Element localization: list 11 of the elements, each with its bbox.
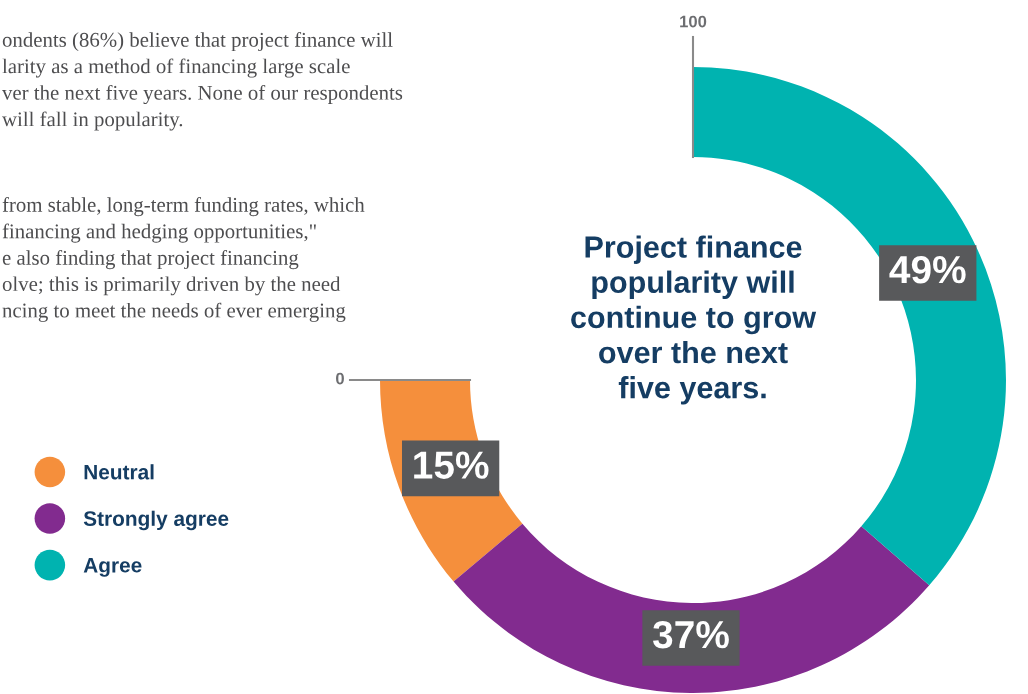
text: 0 [336,372,344,385]
text: 100 [680,15,707,28]
legend-label: Strongly agree [83,510,229,531]
data-label: 49% [889,255,966,284]
data-label: 15% [414,451,489,479]
legend-label: Agree [83,558,142,577]
text: from stable, long-term funding rates, which financing and hedging opportunities," e also finding that project financing olve; this is primarily driven by the need ncing to meet the needs of ever emerging [2,197,365,322]
data-label: 37% [652,620,729,649]
text: Project finance popularity will continue to grow over the next five years. [571,235,817,405]
legend-label: Neutral [84,464,154,480]
text: ondents (86%) believe that project finance will larity as a method of financing large scale ver the next five years. None of our respondents will fall in popularity. [2,32,403,131]
